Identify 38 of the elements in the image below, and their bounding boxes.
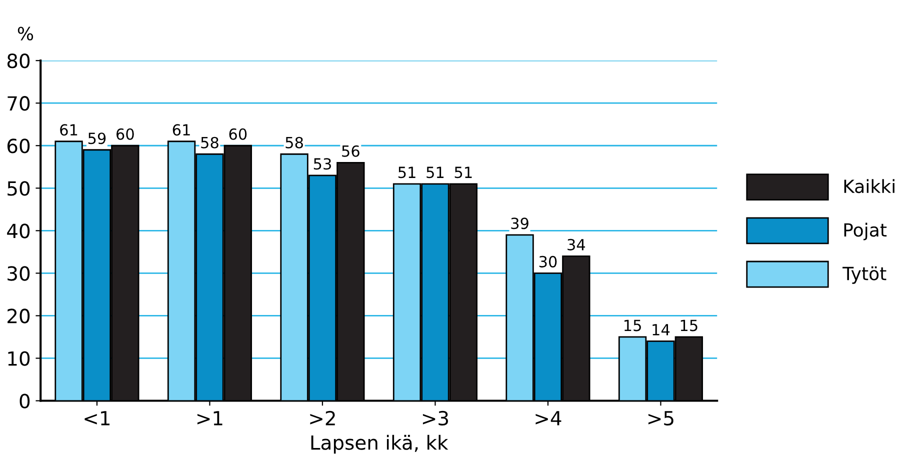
- x-tick-label: <1: [84, 411, 110, 426]
- x-tick-label: >4: [536, 411, 562, 426]
- data-label: 60: [116, 128, 134, 140]
- y-tick-label: 70: [8, 96, 30, 111]
- data-label: 51: [398, 166, 416, 178]
- y-tick-label: 20: [8, 308, 30, 324]
- y-tick-label: 50: [8, 181, 30, 196]
- data-label: 30: [539, 256, 557, 268]
- data-label: 56: [342, 145, 360, 157]
- data-label: 51: [454, 166, 472, 178]
- legend-label: Tytöt: [842, 266, 886, 284]
- data-label: 61: [172, 124, 190, 136]
- data-label: 59: [88, 132, 106, 144]
- legend-label: Kaikki: [844, 179, 894, 194]
- y-tick-label: 40: [7, 224, 30, 238]
- x-tick-label: >2: [310, 410, 335, 426]
- data-label: 15: [680, 320, 698, 332]
- legend-label: Pojat: [844, 222, 887, 240]
- y-axis-title: %: [18, 26, 34, 40]
- data-label: 60: [229, 128, 247, 140]
- data-label: 53: [314, 158, 331, 170]
- y-tick-label: 10: [8, 351, 30, 366]
- y-tick-label: 60: [7, 138, 30, 154]
- data-label: 51: [426, 166, 444, 178]
- x-tick-label: >1: [197, 411, 222, 426]
- data-label: 14: [652, 324, 670, 336]
- y-tick-label: 30: [8, 266, 30, 281]
- x-tick-label: >3: [422, 410, 448, 426]
- data-label: 39: [511, 218, 528, 230]
- data-label: 58: [201, 136, 218, 148]
- y-tick-label: 80: [7, 54, 30, 68]
- x-tick-label: >5: [648, 411, 674, 426]
- data-label: 34: [568, 238, 586, 250]
- data-label: 15: [624, 320, 641, 332]
- data-label: 61: [60, 124, 78, 136]
- data-label: 58: [286, 136, 303, 148]
- x-axis-title: Lapsen ikä, kk: [311, 434, 448, 454]
- y-tick-label: 0: [20, 394, 30, 408]
